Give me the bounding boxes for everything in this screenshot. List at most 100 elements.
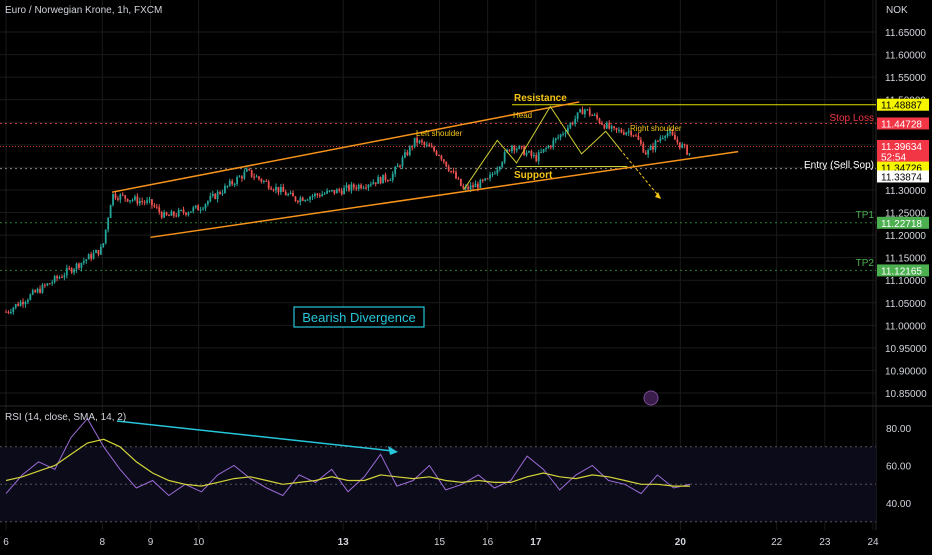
candle-body <box>635 135 637 137</box>
candle-body <box>309 196 311 200</box>
price-badge-label: 11.48887 <box>881 101 922 112</box>
candle-body <box>206 201 209 205</box>
candle-body <box>535 155 538 162</box>
candle-body <box>613 126 616 128</box>
candle-body <box>656 140 659 142</box>
candle-body <box>408 146 411 156</box>
flash-icon[interactable] <box>643 390 659 406</box>
candle-body <box>404 152 406 158</box>
price-axis-label: 11.00000 <box>885 321 926 332</box>
candle-body <box>44 284 46 286</box>
candle-body <box>104 229 107 244</box>
candle-body <box>182 209 185 213</box>
candle-body <box>542 149 545 152</box>
chart-title: Euro / Norwegian Krone, 1h, FXCM <box>5 5 162 16</box>
candle-body <box>413 137 416 148</box>
drawings <box>111 101 739 406</box>
candle-body <box>124 195 127 199</box>
candle-body <box>389 179 392 181</box>
candle-body <box>683 144 686 146</box>
stop-loss-label: Stop Loss <box>830 113 874 124</box>
candle-body <box>494 173 496 175</box>
price-axis-label: 10.90000 <box>885 366 927 377</box>
candle-body <box>61 277 63 279</box>
divergence-arrowhead <box>388 446 398 455</box>
candle-body <box>557 137 560 139</box>
candle-body <box>661 137 664 139</box>
candle-body <box>316 193 319 196</box>
candle-body <box>109 205 112 219</box>
candle-body <box>238 176 241 178</box>
candle-body <box>501 162 504 167</box>
time-axis-label: 8 <box>100 537 106 548</box>
candle-body <box>484 178 487 181</box>
time-axis-label: 16 <box>482 537 494 548</box>
candle-body <box>644 152 647 155</box>
candle-body <box>479 179 482 188</box>
candle-body <box>296 200 299 203</box>
rsi-axis-label: 40.00 <box>886 499 911 510</box>
candle-body <box>333 189 336 194</box>
left-shoulder-label: Left shoulder <box>416 129 463 138</box>
candle-body <box>618 129 620 131</box>
candle-body <box>253 176 256 178</box>
candle-body <box>455 172 457 179</box>
channel-lower-line <box>150 150 739 239</box>
candle-body <box>625 132 628 135</box>
candle-body <box>97 250 100 255</box>
rsi-title: RSI (14, close, SMA, 14, 2) <box>5 412 126 423</box>
candle-body <box>192 207 195 212</box>
candle-body <box>605 122 608 129</box>
candle-body <box>5 311 7 313</box>
candle-body <box>425 144 428 146</box>
candle-body <box>80 262 83 268</box>
rsi-sma-line <box>5 438 690 487</box>
candle-body <box>48 283 51 285</box>
candle-body <box>34 290 37 293</box>
price-axis-label: 11.05000 <box>885 299 926 310</box>
candle-body <box>153 205 156 207</box>
candle-body <box>180 209 183 211</box>
resistance-label: Resistance <box>514 93 567 104</box>
candle-body <box>131 199 134 201</box>
candle-body <box>428 144 431 147</box>
candle-body <box>622 132 625 135</box>
candle-body <box>214 193 217 199</box>
candle-body <box>666 133 669 137</box>
candle-body <box>515 148 518 151</box>
candle-body <box>610 126 613 129</box>
candle-body <box>430 146 433 148</box>
price-axis-label: 10.95000 <box>885 344 927 355</box>
candle-body <box>211 193 214 197</box>
candle-body <box>17 304 20 306</box>
candle-body <box>598 118 601 123</box>
candle-body <box>255 176 258 178</box>
candle-body <box>292 192 294 197</box>
candle-body <box>126 198 129 202</box>
candle-body <box>601 122 603 125</box>
candle-body <box>540 151 543 153</box>
candle-body <box>340 190 343 195</box>
candle-body <box>36 288 39 293</box>
rsi-axis-label: 60.00 <box>886 462 911 473</box>
candle-body <box>250 170 253 177</box>
candle-body <box>279 186 282 193</box>
candle-body <box>265 180 268 182</box>
candle-body <box>669 131 671 134</box>
time-axis-label: 10 <box>193 537 205 548</box>
candle-body <box>357 184 360 189</box>
candle-body <box>328 190 331 192</box>
candle-body <box>554 138 557 141</box>
candle-body <box>681 144 684 148</box>
price-badge <box>877 170 929 183</box>
price-badge <box>877 139 929 152</box>
price-badge-label: 11.34726 <box>881 164 922 175</box>
candle-body <box>362 187 365 189</box>
candle-body <box>355 187 358 189</box>
candle-body <box>520 145 523 147</box>
candle-body <box>248 168 251 171</box>
candle-body <box>92 253 95 259</box>
candle-body <box>187 212 190 215</box>
price-axis-label: 11.10000 <box>885 276 926 287</box>
